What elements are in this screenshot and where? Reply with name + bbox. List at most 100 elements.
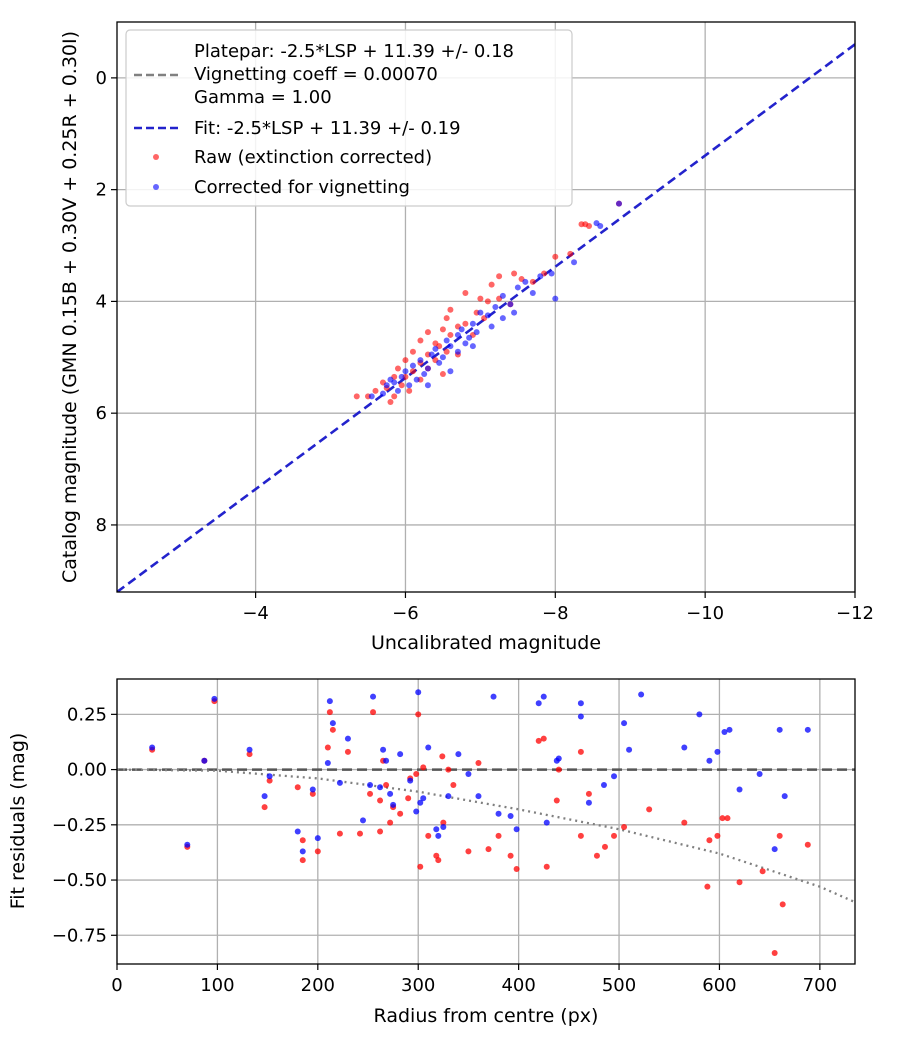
raw-point <box>601 843 608 850</box>
corrected-point <box>473 329 480 336</box>
corrected-point <box>548 270 555 277</box>
x-tick-label: 600 <box>702 975 736 996</box>
corrected-point <box>377 784 384 791</box>
corrected-point <box>522 278 529 285</box>
raw-point <box>495 832 502 839</box>
corrected-point <box>309 786 316 793</box>
corrected-point <box>458 326 465 333</box>
raw-point <box>586 222 593 229</box>
top-chart: −4 −6 −8 −10 −12 0 2 4 6 8 Uncalibrated magnitude… <box>59 21 874 654</box>
corrected-point <box>621 720 628 727</box>
corrected-point <box>781 793 788 800</box>
raw-point <box>299 857 306 864</box>
top-x-axis-label: Uncalibrated magnitude <box>371 632 601 654</box>
raw-point <box>447 331 454 338</box>
raw-point <box>543 863 550 870</box>
y-tick-label: 2 <box>96 180 107 201</box>
raw-point <box>577 748 584 755</box>
corrected-point <box>756 771 763 777</box>
raw-point <box>370 709 377 716</box>
corrected-point <box>771 846 778 853</box>
x-tick-label: −8 <box>542 603 569 624</box>
raw-point <box>585 790 592 797</box>
corrected-point <box>511 309 518 316</box>
raw-point <box>513 866 520 872</box>
legend-platepar-line-2: Vignetting coeff = 0.00070 <box>194 64 438 85</box>
y-tick-label: 0.00 <box>67 760 107 781</box>
corrected-point <box>465 771 472 777</box>
x-tick-label: 300 <box>401 975 435 996</box>
y-tick-label: −0.75 <box>52 925 107 946</box>
corrected-point <box>484 312 491 319</box>
legend: Platepar: -2.5*LSP + 11.39 +/- 0.18 Vign… <box>125 29 573 207</box>
x-tick-label: 100 <box>200 975 234 996</box>
raw-point <box>567 250 574 257</box>
corrected-point <box>294 828 301 835</box>
raw-point <box>405 795 412 802</box>
legend-box <box>125 29 573 207</box>
corrected-point <box>440 824 447 831</box>
raw-point <box>377 828 384 835</box>
raw-point <box>759 868 766 875</box>
corrected-point <box>397 751 404 758</box>
raw-point <box>344 748 351 755</box>
corrected-point <box>435 832 442 839</box>
corrected-point <box>314 835 321 842</box>
bottom-series-layer <box>117 689 855 956</box>
corrected-point <box>443 337 450 344</box>
corrected-point <box>407 777 414 784</box>
corrected-point <box>499 315 506 322</box>
corrected-point <box>455 751 462 758</box>
corrected-point <box>721 729 728 736</box>
corrected-point <box>370 693 377 700</box>
raw-point <box>771 949 778 956</box>
corrected-point <box>447 343 454 350</box>
corrected-point <box>585 799 592 806</box>
corrected-point <box>387 376 394 383</box>
raw-point <box>465 848 472 855</box>
bottom-ticks: 0 100 200 300 400 500 600 700 0.25 0.00 −0.25 −0.50… <box>52 704 837 996</box>
corrected-point <box>184 841 191 848</box>
corrected-point <box>344 735 351 742</box>
corrected-point <box>477 309 484 316</box>
corrected-point <box>537 273 544 280</box>
corrected-point <box>201 757 208 764</box>
raw-point <box>394 365 401 372</box>
corrected-point <box>398 373 405 380</box>
raw-point <box>435 857 442 864</box>
corrected-point <box>383 382 390 389</box>
raw-point <box>475 759 482 766</box>
raw-point <box>488 281 495 288</box>
raw-point <box>552 253 559 260</box>
corrected-point <box>394 387 401 394</box>
top-axes-frame <box>116 21 856 593</box>
raw-point <box>266 777 273 784</box>
corrected-point <box>402 368 409 375</box>
raw-point <box>445 766 452 773</box>
corrected-point <box>804 726 811 733</box>
raw-point <box>540 735 547 742</box>
raw-point <box>706 837 713 844</box>
corrected-point <box>611 773 618 780</box>
corrected-point <box>432 345 439 352</box>
corrected-point <box>433 826 440 833</box>
corrected-point <box>326 698 333 705</box>
corrected-point <box>299 848 306 855</box>
raw-point <box>440 819 447 826</box>
raw-point <box>611 832 618 839</box>
raw-point <box>387 819 394 826</box>
raw-point <box>372 387 379 394</box>
bottom-x-axis-label: Radius from centre (px) <box>374 1005 599 1027</box>
raw-point <box>447 306 454 313</box>
raw-point <box>439 753 446 760</box>
raw-point <box>555 766 562 773</box>
corrected-point <box>379 390 386 397</box>
corrected-point <box>390 801 397 808</box>
corrected-point <box>261 793 268 800</box>
corrected-point <box>492 304 499 310</box>
raw-point <box>529 278 536 285</box>
legend-corrected-swatch <box>153 184 159 190</box>
corrected-point <box>495 810 502 817</box>
corrected-point <box>436 359 443 366</box>
legend-corrected-label: Corrected for vignetting <box>194 177 410 198</box>
